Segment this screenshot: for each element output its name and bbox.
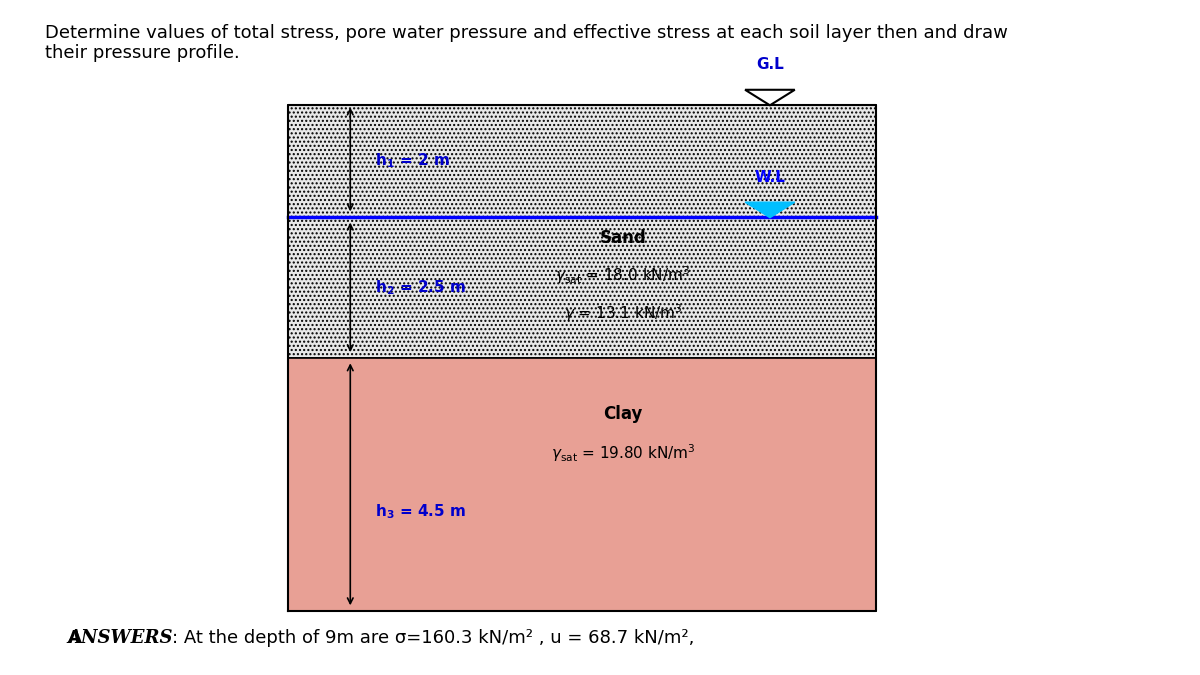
Text: ANSWERS: ANSWERS: [67, 629, 173, 647]
Bar: [288, 217, 876, 358]
Text: $\mathbf{h_3}$ = 4.5 m: $\mathbf{h_3}$ = 4.5 m: [376, 502, 467, 520]
Text: $\mathbf{h_1}$ = 2 m: $\mathbf{h_1}$ = 2 m: [376, 151, 450, 170]
Text: G.L: G.L: [756, 57, 784, 72]
Text: $\mathbf{h_2}$ = 2.5 m: $\mathbf{h_2}$ = 2.5 m: [376, 278, 467, 297]
Text: : At the depth of 9m are σ=160.3 kN/m² , u = 68.7 kN/m²,: : At the depth of 9m are σ=160.3 kN/m² ,…: [172, 629, 694, 647]
Bar: [288, 358, 876, 611]
Text: A: A: [67, 629, 82, 647]
Text: $\gamma$ = 13.1 kN/m$^3$: $\gamma$ = 13.1 kN/m$^3$: [564, 302, 683, 324]
Text: Clay: Clay: [604, 405, 643, 423]
Text: W.L: W.L: [755, 169, 785, 184]
Polygon shape: [745, 202, 794, 217]
Text: $\gamma_\mathrm{sat}$ = 19.80 kN/m$^3$: $\gamma_\mathrm{sat}$ = 19.80 kN/m$^3$: [551, 442, 695, 464]
Text: Determine values of total stress, pore water pressure and effective stress at ea: Determine values of total stress, pore w…: [46, 24, 1008, 62]
Polygon shape: [745, 90, 794, 105]
Text: $\gamma_\mathrm{sat}$ = 18.0 kN/m$^3$: $\gamma_\mathrm{sat}$ = 18.0 kN/m$^3$: [556, 265, 691, 286]
Text: Sand: Sand: [600, 230, 647, 247]
Bar: [288, 105, 876, 217]
